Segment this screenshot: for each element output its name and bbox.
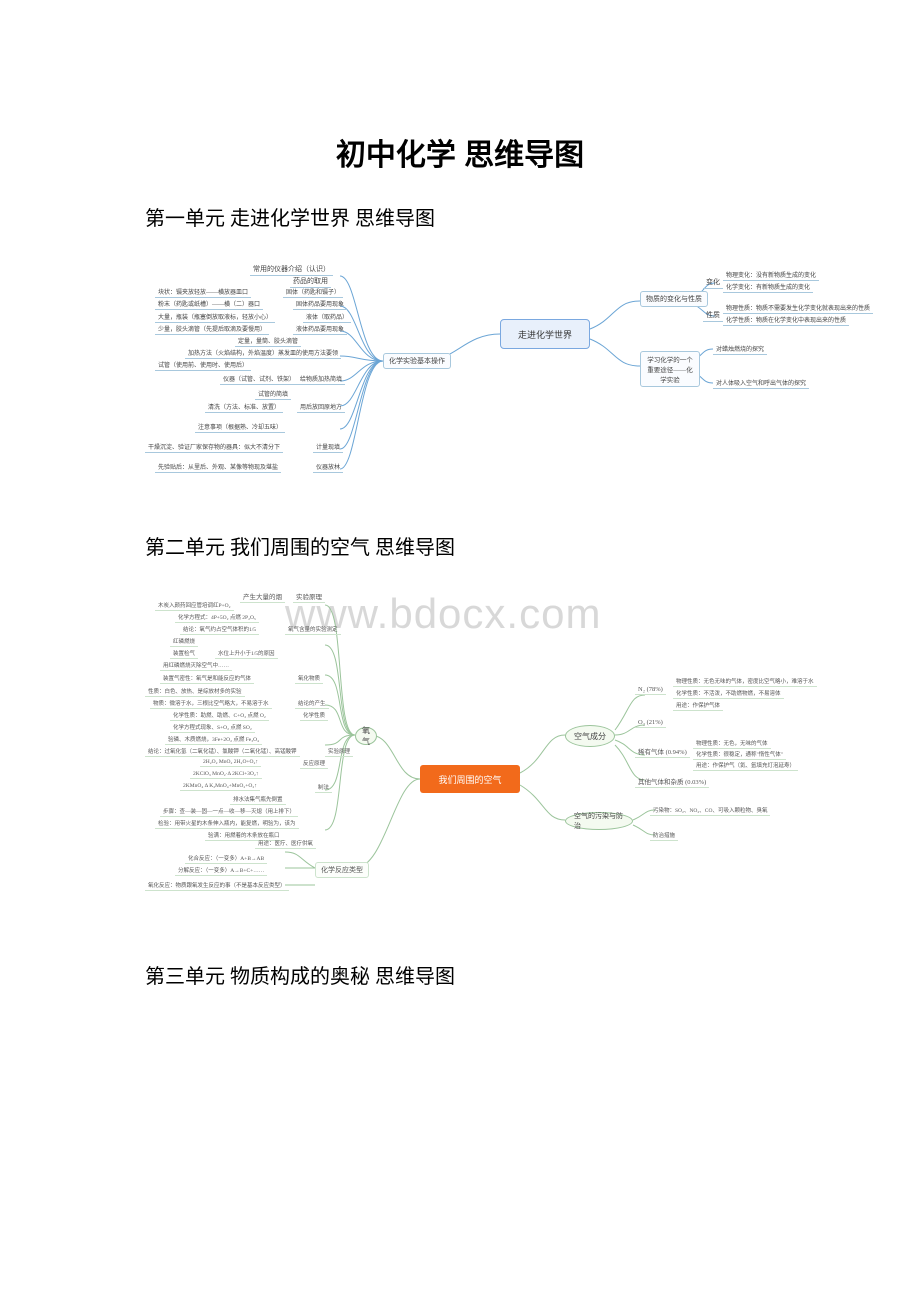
mm2-l-b: 化学方程式：4P+5O₂ 点燃 2P₂O₅ xyxy=(175,612,259,623)
mm1-l-c2: 少量，胶头滴管（先提后取滴及要慢用） xyxy=(155,323,269,335)
mm1-l-e: 仪器（试管、试剂、铁架） xyxy=(220,373,298,385)
mm1-l-d1: 试管（使用前、使用时、使用后） xyxy=(155,359,251,371)
mm2-l-u: 用途：医疗、医疗供氧 xyxy=(255,838,316,849)
mm1-l-i1: 仪器放林 xyxy=(313,461,343,473)
mm2-l-m: 结论：过氧化氢（二氧化锰）、氯酸钾（二氧化锰）、高锰酸钾 xyxy=(145,746,300,757)
mm2-left-main: 氧气 xyxy=(355,727,377,745)
section-2-heading: 第二单元 我们周围的空气 思维导图 xyxy=(145,531,775,560)
mm1-l-b3: 固体药品要用现象 xyxy=(293,298,347,310)
mm2-l-d: 红磷燃烧 xyxy=(170,636,198,647)
mm1-l-d3: 给物质加热简填 xyxy=(297,373,345,385)
mm1-l-d: 加热方法（火焰结构，外焰温度） xyxy=(185,347,281,359)
mm2-l-q: 排水法集气瓶先倒置 xyxy=(230,794,286,805)
mm1-l-h1: 计量现填 xyxy=(313,441,343,453)
mm2-l-a: 木炭入颜药回应管培调红P+O₂ xyxy=(155,600,234,611)
mm1-r-b: 性质 xyxy=(703,309,723,322)
mm1-rb-a: 对蜡烛燃烧的探究 xyxy=(713,343,767,355)
mm2-l-e: 装置检气 xyxy=(170,648,198,659)
mm2-right1: 空气成分 xyxy=(565,725,615,747)
mm2-r1-d: 其他气体和杂质 (0.03%) xyxy=(635,775,709,788)
mm2-r2-a: 污染物：SO₂、NO₂、CO、可吸入颗粒物、臭氧 xyxy=(650,805,770,816)
mm1-l-f2: 用后放回原地方 xyxy=(297,401,345,413)
mm1-r-a1: 物理变化：没有新物质生成的变化 xyxy=(723,269,819,281)
mm2-r1-c: 稀有气体 (0.94%) xyxy=(635,745,690,758)
mm2-l-r: 步骤：查—装—固—一点—收—移—灭熄（用上排下） xyxy=(160,806,298,817)
mm2-l-top2: 实验原理 xyxy=(293,590,325,603)
mm1-l-b: 固体（药匙和镊子） xyxy=(283,286,343,298)
mm2-l-n1: 反应原理 xyxy=(300,758,328,769)
section-1-heading: 第一单元 走进化学世界 思维导图 xyxy=(145,202,775,231)
mm2-l-h: 性质：白色、放热、是综放材多的实验 xyxy=(145,686,245,697)
mm2-l-g1: 氧化物质 xyxy=(295,673,323,684)
mm1-l-b2: 粉末（药匙或纸槽）——横（二）器口 xyxy=(155,298,263,310)
mm1-l-c: 液体（取药品） xyxy=(303,311,351,323)
mm2-l-g: 装置气密性：氧气是和能反应的气体 xyxy=(160,673,254,684)
mm1-r-b1: 物理性质：物质不需要发生化学变化就表现出来的性质 xyxy=(723,302,873,314)
mindmap-2: www.bdocx.com 我们周围的空气 空气成分 空气的污染与防治 xyxy=(145,590,775,910)
mm1-r-b2: 化学性质：物质在化学变化中表现出来的性质 xyxy=(723,314,849,326)
mm1-l-c3: 定量，量筒、胶头滴管 xyxy=(235,335,301,347)
mm2-r1-c3: 用途：作保护气（氦、氩填充灯泡延寿） xyxy=(693,760,798,771)
mm1-l-e1: 试管的简填 xyxy=(255,388,291,400)
mm2-l-f: 用红磷燃烧灭除空气中…… xyxy=(160,660,232,671)
document-page: 初中化学 思维导图 第一单元 走进化学世界 思维导图 走进化学世界 物质的变化与… xyxy=(0,0,920,1079)
mm2-l-top: 产生大量的烟 xyxy=(240,590,285,603)
mm2-l-e1: 水位上升小于1/5的原因 xyxy=(215,648,278,659)
mm2-l-p: 2KMnO₄ Δ K₂MnO₄+MnO₂+O₂↑ xyxy=(180,782,260,791)
mm2-l-j: 化学性质：助燃、助燃、C+O₂ 点燃 O₂ xyxy=(170,710,269,721)
mm1-r-a2: 化学变化：有新物质生成的变化 xyxy=(723,281,813,293)
mm1-right-bot: 学习化学的一个重要途径——化学实验 xyxy=(640,351,700,387)
mm2-r1-a2: 化学性质：不活泼，不助燃物燃，不易溶体 xyxy=(673,688,784,699)
mm2-l-i: 物质：微溶于水，三根比空气略大，不易溶于水 xyxy=(150,698,272,709)
mm2-r1-a3: 用途：作保护气体 xyxy=(673,700,723,711)
mm2-l-n: 2H₂O₂ MnO₂ 2H₂O+O₂↑ xyxy=(200,758,261,767)
mm2-l-k: 化学方程式现象、S+O₂ 点燃 SO₂ xyxy=(170,722,255,733)
mm1-l-b1: 块状：镊夹放轻放——横放器皿口 xyxy=(155,286,251,298)
mm1-root-node: 走进化学世界 xyxy=(500,319,590,349)
mm2-r1-c1: 物理性质：无色，无味的气体 xyxy=(693,738,771,749)
mm1-left-main: 化学实验基本操作 xyxy=(383,353,451,369)
mm2-root-node: 我们周围的空气 xyxy=(420,765,520,793)
mm1-l-c4: 液体药品要用现象 xyxy=(293,323,347,335)
mm1-r-a: 变化 xyxy=(703,276,723,289)
mm1-l-f: 清洗（方法、标准、放置） xyxy=(205,401,283,413)
mm2-l-l: 验磷、木质燃烧，3Fe+2O₂ 点燃 Fe₃O₄ xyxy=(165,734,262,745)
mm2-r1-c2: 化学性质：很稳定，通称"惰性气体" xyxy=(693,749,786,760)
mm2-l-i1: 结论的产生 xyxy=(295,698,329,709)
mm2-right2: 空气的污染与防治 xyxy=(565,812,633,830)
mm2-l-m1: 实验原理 xyxy=(325,746,353,757)
page-title: 初中化学 思维导图 xyxy=(145,130,775,174)
mm2-l-s: 检验：用带火星的木条伸入瓶内，能复燃，明验为，该为 xyxy=(155,818,299,829)
mm2-l-o: 2KClO₃ MnO₂·Δ 2KCl+3O₂↑ xyxy=(190,770,262,779)
mm2-b-a: 化合反应：（一变多）A+B→AB xyxy=(185,853,267,864)
mm1-l-d2: 蒸发皿的使用方法要领 xyxy=(275,347,341,359)
mm2-b-c: 氧化反应：物质跟氧发生反应的事（不是基本反应类型） xyxy=(145,880,289,891)
mm2-r2-b: 防治措施 xyxy=(650,830,678,841)
mm1-l-c1: 大量，瓶装（瓶塞倒放取液标，轻放小心） xyxy=(155,311,275,323)
mindmap-1: 走进化学世界 物质的变化与性质 变化 物理变化：没有新物质生成的变化 化学变化：… xyxy=(145,261,775,481)
mm2-l-j1: 化学性质 xyxy=(300,710,328,721)
section-3-heading: 第三单元 物质构成的奥秘 思维导图 xyxy=(145,960,775,989)
mm2-l-p1: 制法 xyxy=(315,782,332,793)
mm2-b-b: 分解反应：（一变多）A→B+C+…… xyxy=(175,865,267,876)
mm1-l-h: 干燥沉淀、验证厂家保存物的器具：似大不清分下 xyxy=(145,441,283,453)
mm2-r1-b: O₂ (21%) xyxy=(635,718,666,728)
mm2-l-c: 结论：氧气约占空气体积的1/5 xyxy=(180,624,259,635)
mm2-r1-a1: 物理性质：无色无味的气体，密度比空气略小，难溶于水 xyxy=(673,676,817,687)
mm1-l-g: 注意事项（根据熟、冷却五味） xyxy=(195,421,285,433)
mm2-left-sub: 化学反应类型 xyxy=(315,862,369,878)
mm1-l-i: 先验贴后：从里后、外观、某像等物现及堪盐 xyxy=(155,461,281,473)
mm2-l-c1: 氧气含量的实验测定 xyxy=(285,624,341,635)
mm2-r1-a: N₂ (78%) xyxy=(635,685,666,695)
mm1-right-top: 物质的变化与性质 xyxy=(640,291,708,307)
mm1-rb-b: 对人体吸入空气和呼出气体的探究 xyxy=(713,377,809,389)
